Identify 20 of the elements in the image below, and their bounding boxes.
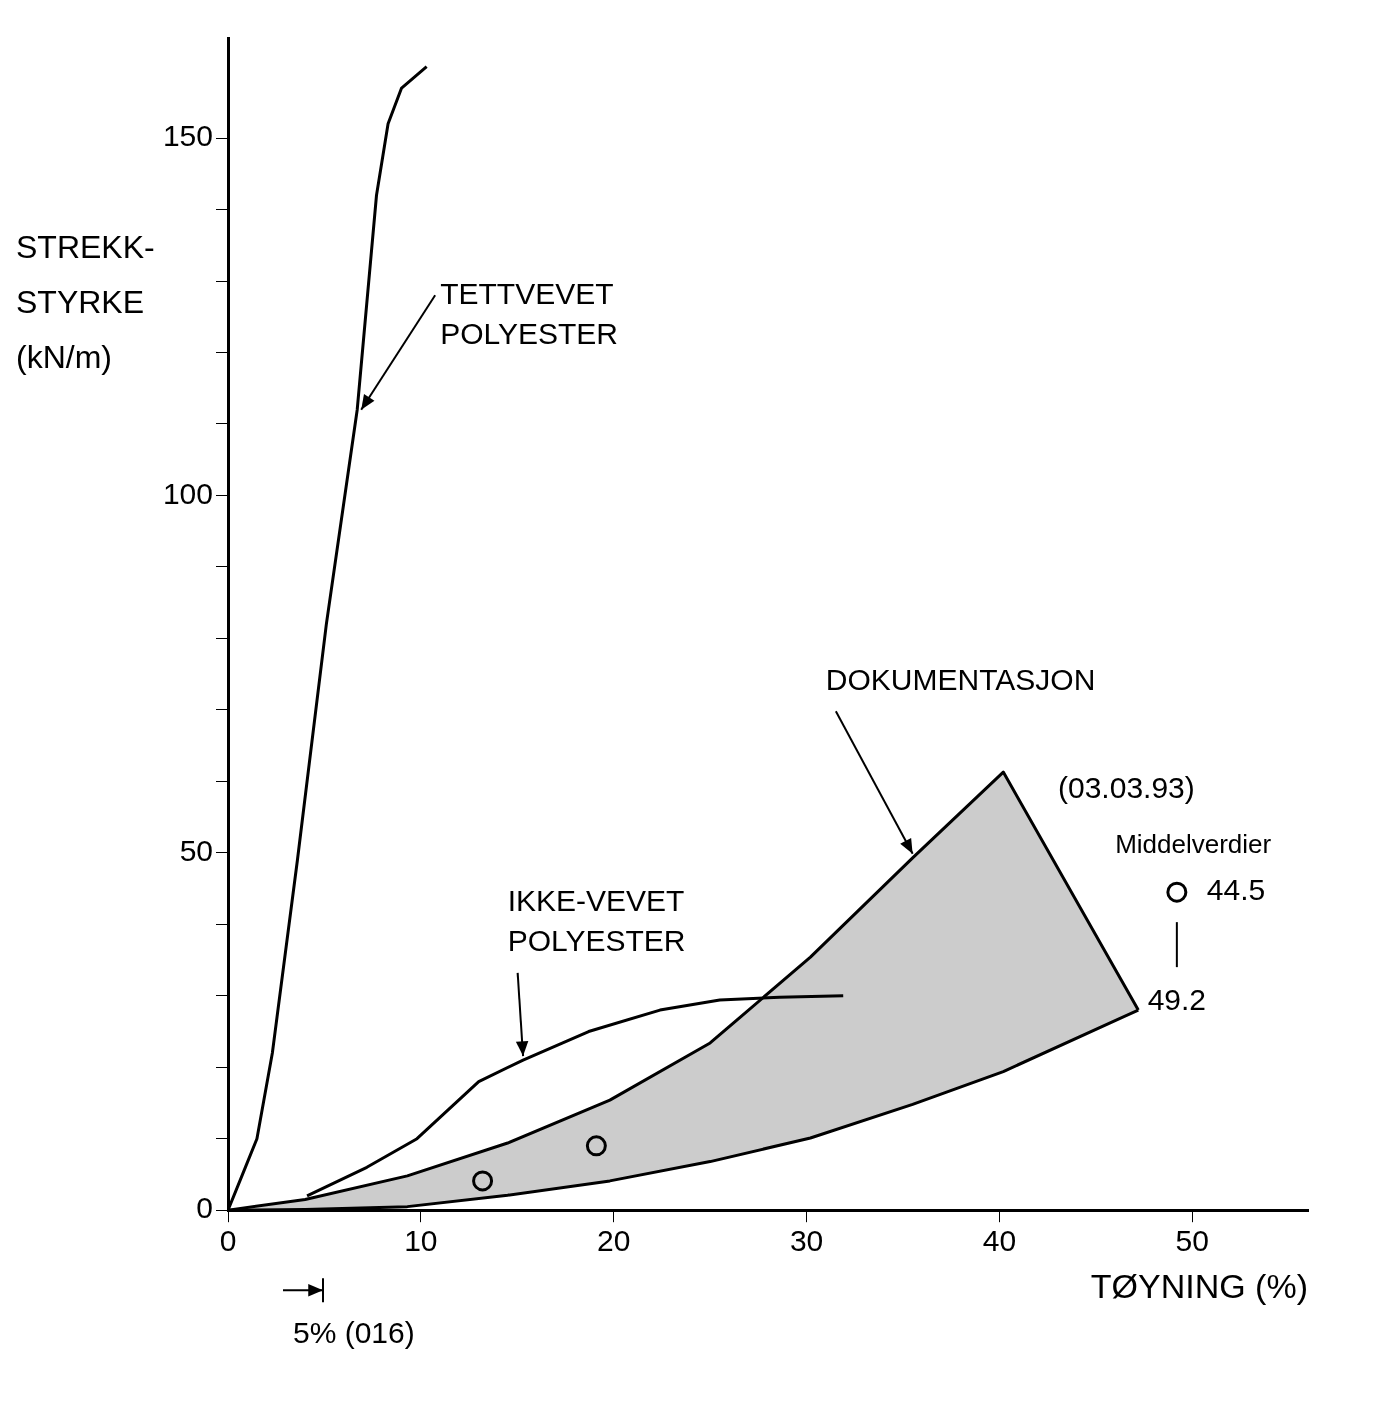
- series-label: Middelverdier: [1115, 828, 1272, 859]
- x-tick-label: 40: [982, 1224, 1017, 1258]
- x-tick-label: 30: [789, 1224, 824, 1258]
- x-tick-label: 20: [597, 1224, 631, 1258]
- y-tick-label: 50: [179, 834, 213, 868]
- annotation: 44.5: [1206, 873, 1266, 907]
- y-axis-title: STREKK- STYRKE (kN/m): [16, 229, 155, 375]
- series-label: IKKE-VEVET POLYESTER: [507, 884, 686, 958]
- y-tick-label: 150: [162, 119, 213, 153]
- text: TETTVEVET POLYESTER: [440, 276, 618, 350]
- y-tick-label: 100: [162, 476, 213, 510]
- x-tick-label: 50: [1175, 1224, 1209, 1258]
- y-tick-label: 0: [196, 1191, 213, 1225]
- annotation: 49.2: [1147, 983, 1207, 1017]
- text: DOKUMENTASJON: [825, 662, 1096, 696]
- annotation: (03.03.93): [1058, 771, 1195, 805]
- x-tick-label: 10: [404, 1224, 438, 1258]
- x-axis-title: TØYNING (%): [1090, 1266, 1308, 1305]
- text: 5% (016): [293, 1316, 415, 1350]
- x-tick-label: 0: [219, 1224, 237, 1258]
